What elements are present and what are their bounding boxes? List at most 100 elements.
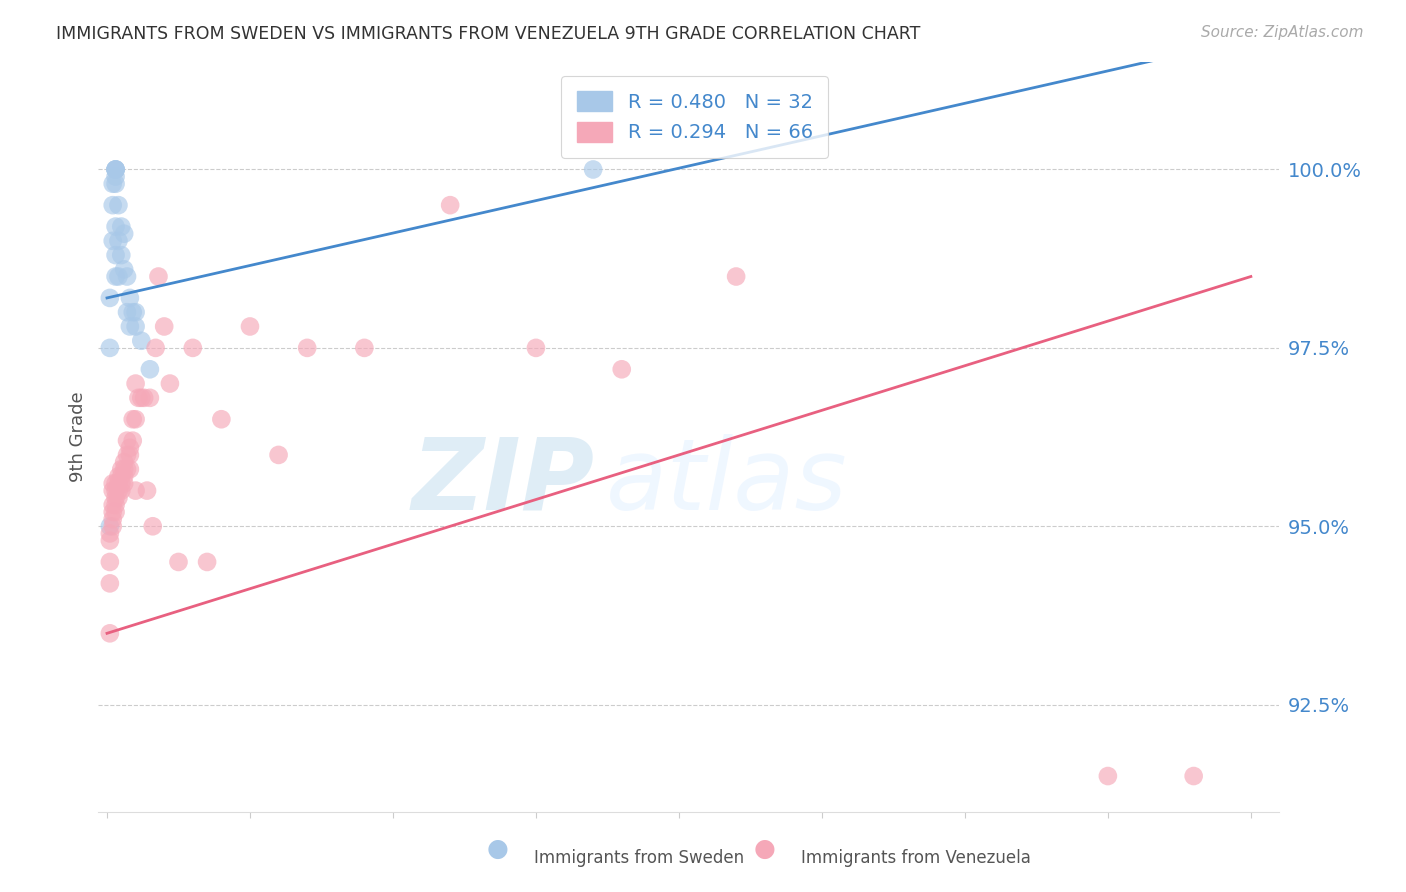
Point — [209, 412, 232, 426]
Point — [98, 526, 121, 541]
Point — [110, 462, 132, 476]
Point — [725, 269, 748, 284]
Point — [139, 391, 162, 405]
Point — [101, 483, 124, 498]
Point — [107, 234, 129, 248]
Point — [159, 376, 181, 391]
Point — [1182, 769, 1205, 783]
Point — [110, 476, 132, 491]
Point — [110, 469, 132, 483]
Point — [115, 269, 138, 284]
Text: Immigrants from Sweden: Immigrants from Sweden — [534, 849, 744, 867]
Point — [148, 269, 170, 284]
Point — [142, 519, 165, 533]
Point — [112, 476, 135, 491]
Point — [131, 391, 153, 405]
Point — [353, 341, 375, 355]
Point — [181, 341, 204, 355]
Point — [101, 505, 124, 519]
Point — [107, 483, 129, 498]
Point — [104, 248, 127, 262]
Point — [101, 198, 124, 212]
Point — [110, 248, 132, 262]
Point — [101, 519, 124, 533]
Point — [112, 462, 135, 476]
Y-axis label: 9th Grade: 9th Grade — [69, 392, 87, 483]
Point — [112, 469, 135, 483]
Point — [118, 291, 141, 305]
Point — [101, 512, 124, 526]
Text: IMMIGRANTS FROM SWEDEN VS IMMIGRANTS FROM VENEZUELA 9TH GRADE CORRELATION CHART: IMMIGRANTS FROM SWEDEN VS IMMIGRANTS FRO… — [56, 25, 921, 43]
Point — [124, 483, 146, 498]
Point — [112, 262, 135, 277]
Point — [195, 555, 218, 569]
Point — [131, 334, 153, 348]
Point — [98, 341, 121, 355]
Point — [104, 219, 127, 234]
Point — [153, 319, 176, 334]
Point — [104, 162, 127, 177]
Point — [267, 448, 290, 462]
Legend: R = 0.480   N = 32, R = 0.294   N = 66: R = 0.480 N = 32, R = 0.294 N = 66 — [561, 76, 828, 158]
Point — [98, 291, 121, 305]
Text: atlas: atlas — [606, 434, 848, 531]
Point — [107, 269, 129, 284]
Point — [107, 198, 129, 212]
Point — [115, 448, 138, 462]
Point — [145, 341, 167, 355]
Point — [104, 162, 127, 177]
Point — [121, 412, 143, 426]
Point — [239, 319, 262, 334]
Point — [104, 162, 127, 177]
Point — [121, 305, 143, 319]
Point — [104, 491, 127, 505]
Point — [167, 555, 190, 569]
Point — [107, 476, 129, 491]
Point — [98, 533, 121, 548]
Point — [439, 198, 461, 212]
Point — [112, 455, 135, 469]
Point — [115, 305, 138, 319]
Point — [104, 269, 127, 284]
Point — [124, 376, 146, 391]
Point — [101, 234, 124, 248]
Text: ●: ● — [486, 838, 509, 862]
Point — [124, 412, 146, 426]
Point — [118, 441, 141, 455]
Point — [121, 434, 143, 448]
Point — [98, 519, 121, 533]
Point — [124, 305, 146, 319]
Point — [104, 162, 127, 177]
Point — [110, 483, 132, 498]
Point — [115, 434, 138, 448]
Point — [104, 498, 127, 512]
Point — [524, 341, 547, 355]
Point — [1097, 769, 1119, 783]
Text: Immigrants from Venezuela: Immigrants from Venezuela — [801, 849, 1031, 867]
Point — [107, 491, 129, 505]
Point — [118, 462, 141, 476]
Point — [98, 576, 121, 591]
Point — [295, 341, 318, 355]
Point — [136, 483, 159, 498]
Point — [118, 448, 141, 462]
Point — [104, 177, 127, 191]
Point — [124, 319, 146, 334]
Point — [582, 162, 605, 177]
Text: Source: ZipAtlas.com: Source: ZipAtlas.com — [1201, 25, 1364, 40]
Point — [98, 626, 121, 640]
Point — [127, 391, 149, 405]
Point — [104, 169, 127, 184]
Text: ●: ● — [754, 838, 776, 862]
Point — [104, 476, 127, 491]
Point — [104, 483, 127, 498]
Point — [98, 555, 121, 569]
Point — [107, 469, 129, 483]
Point — [112, 227, 135, 241]
Point — [115, 462, 138, 476]
Point — [610, 362, 633, 376]
Text: ZIP: ZIP — [412, 434, 595, 531]
Point — [134, 391, 156, 405]
Point — [101, 476, 124, 491]
Point — [118, 319, 141, 334]
